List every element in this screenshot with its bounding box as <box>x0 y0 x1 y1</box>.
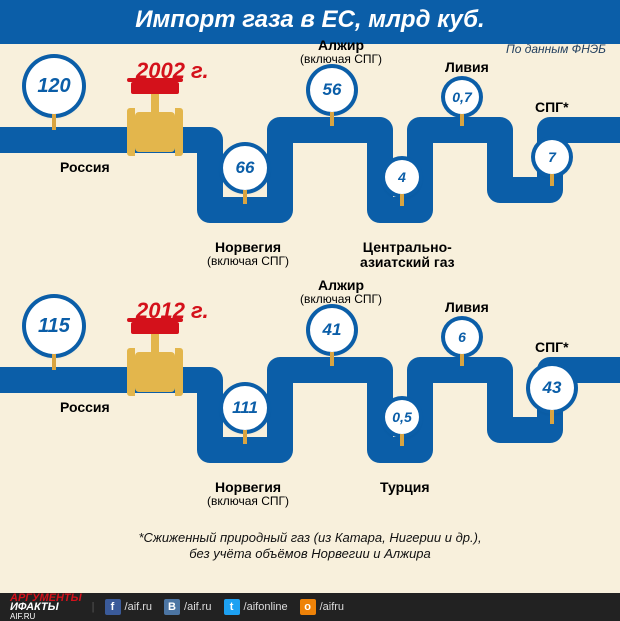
gauge-ca-2002: 4 <box>385 160 419 206</box>
gauge-dz-2012: 41 <box>310 308 354 366</box>
brand-domain: AIF.RU <box>10 613 82 620</box>
social-link[interactable]: t/aifonline <box>224 599 288 615</box>
label-ca-2002: Центрально-азиатский газ <box>360 240 455 271</box>
gauge-value: 56 <box>310 68 354 112</box>
social-icon: f <box>105 599 121 615</box>
social-handle: /aifonline <box>244 601 288 613</box>
social-handle: /aif.ru <box>125 601 153 613</box>
gauge-lng-2012: 43 <box>530 366 574 424</box>
gauge-tr-2012: 0,5 <box>385 400 419 446</box>
label-ly-2012: Ливия <box>445 300 489 315</box>
gauge-value: 0,5 <box>385 400 419 434</box>
social-icon: o <box>300 599 316 615</box>
gauge-value: 0,7 <box>445 80 479 114</box>
label-lng-2002: СПГ* <box>535 100 569 115</box>
label-dz-2002: Алжир(включая СПГ) <box>300 38 382 67</box>
social-link[interactable]: f/aif.ru <box>105 599 153 615</box>
social-link[interactable]: B/aif.ru <box>164 599 212 615</box>
gauge-value: 43 <box>530 366 574 410</box>
gauge-value: 111 <box>223 386 267 430</box>
gauge-value: 4 <box>385 160 419 194</box>
social-icon: B <box>164 599 180 615</box>
valve <box>131 322 179 392</box>
valve <box>131 82 179 152</box>
gauge-value: 120 <box>26 58 82 114</box>
social-handle: /aif.ru <box>184 601 212 613</box>
gauge-no-2002: 66 <box>223 146 267 204</box>
label-tr-2012: Турция <box>380 480 430 495</box>
footnote-line2: без учёта объёмов Норвегии и Алжира <box>189 546 431 561</box>
gauge-dz-2002: 56 <box>310 68 354 126</box>
gauge-ru-2002: 120 <box>26 58 82 130</box>
gauge-value: 115 <box>26 298 82 354</box>
gauge-ly-2012: 6 <box>445 320 479 366</box>
brand-logo: АРГУМЕНТЫ ИФАКТЫ AIF.RU <box>10 594 82 621</box>
label-ru-2012: Россия <box>60 400 110 415</box>
gauge-value: 66 <box>223 146 267 190</box>
footer: АРГУМЕНТЫ ИФАКТЫ AIF.RU | f/aif.ruB/aif.… <box>0 593 620 621</box>
gauge-ly-2002: 0,7 <box>445 80 479 126</box>
social-link[interactable]: o/aifru <box>300 599 344 615</box>
gauge-value: 41 <box>310 308 354 352</box>
gauge-lng-2002: 7 <box>535 140 569 186</box>
footnote-line1: *Сжиженный природный газ (из Катара, Ниг… <box>138 530 481 545</box>
footnote: *Сжиженный природный газ (из Катара, Ниг… <box>0 530 620 563</box>
infographic-canvas: Импорт газа в ЕС, млрд куб. По данным ФН… <box>0 0 620 621</box>
gauge-value: 7 <box>535 140 569 174</box>
gauge-value: 6 <box>445 320 479 354</box>
gauge-no-2012: 111 <box>223 386 267 444</box>
social-icon: t <box>224 599 240 615</box>
social-handle: /aifru <box>320 601 344 613</box>
gauge-ru-2012: 115 <box>26 298 82 370</box>
label-lng-2012: СПГ* <box>535 340 569 355</box>
label-no-2012: Норвегия(включая СПГ) <box>207 480 289 509</box>
footer-sep: | <box>92 601 95 613</box>
label-ly-2002: Ливия <box>445 60 489 75</box>
label-ru-2002: Россия <box>60 160 110 175</box>
label-no-2002: Норвегия(включая СПГ) <box>207 240 289 269</box>
footer-links: f/aif.ruB/aif.rut/aifonlineo/aifru <box>105 599 345 615</box>
label-dz-2012: Алжир(включая СПГ) <box>300 278 382 307</box>
